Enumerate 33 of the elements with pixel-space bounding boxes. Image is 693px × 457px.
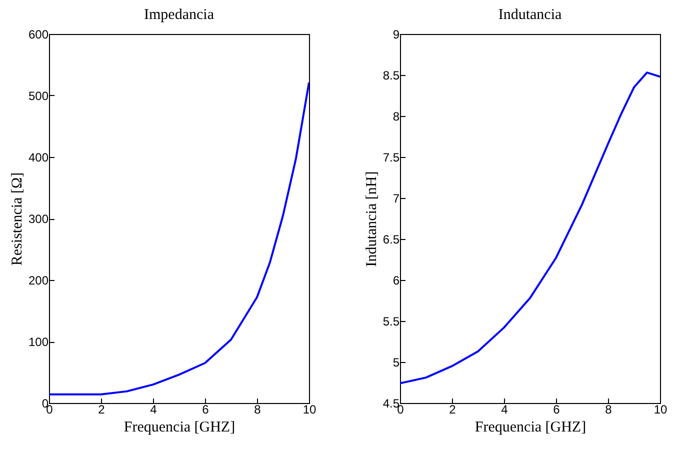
y-tick-label: 200: [28, 274, 49, 288]
chart-title: Impedancia: [144, 7, 214, 23]
x-tick-label: 10: [302, 402, 316, 416]
y-tick-label: 400: [28, 150, 49, 164]
y-tick-label: 9: [392, 28, 400, 42]
x-tick-label: 4: [501, 402, 508, 416]
y-tick-label: 5: [392, 356, 400, 370]
y-tick-label: 300: [28, 212, 49, 226]
y-axis-title: Indutancia [nH]: [364, 171, 380, 267]
y-tick-label: 6: [392, 274, 400, 288]
line-series: [400, 72, 660, 384]
x-axis-title: Frequencia [GHZ]: [474, 420, 586, 436]
x-axis-title: Frequencia [GHZ]: [124, 420, 236, 436]
y-tick-label: 100: [28, 335, 49, 349]
y-tick-label: 8: [392, 110, 400, 124]
x-tick-label: 2: [98, 402, 106, 416]
x-tick-label: 8: [605, 402, 612, 416]
x-tick-label: 4: [150, 402, 158, 416]
x-tick-label: 6: [202, 402, 210, 416]
y-tick-label: 8.5: [382, 68, 400, 82]
y-tick-label: 600: [28, 28, 49, 42]
y-tick-label: 6.5: [382, 232, 400, 246]
y-tick-label: 5.5: [382, 314, 400, 328]
x-tick-label: 2: [449, 402, 456, 416]
y-axis-title: Resistencia [Ω]: [9, 172, 26, 266]
line-series: [49, 82, 309, 396]
y-tick-label: 500: [28, 89, 49, 103]
x-tick-label: 6: [553, 402, 560, 416]
chart-title: Indutancia: [498, 7, 562, 23]
y-tick-label: 7.5: [382, 150, 400, 164]
x-tick-label: 10: [654, 402, 668, 416]
y-tick-label: 7: [392, 192, 400, 206]
x-tick-label: 8: [254, 402, 262, 416]
